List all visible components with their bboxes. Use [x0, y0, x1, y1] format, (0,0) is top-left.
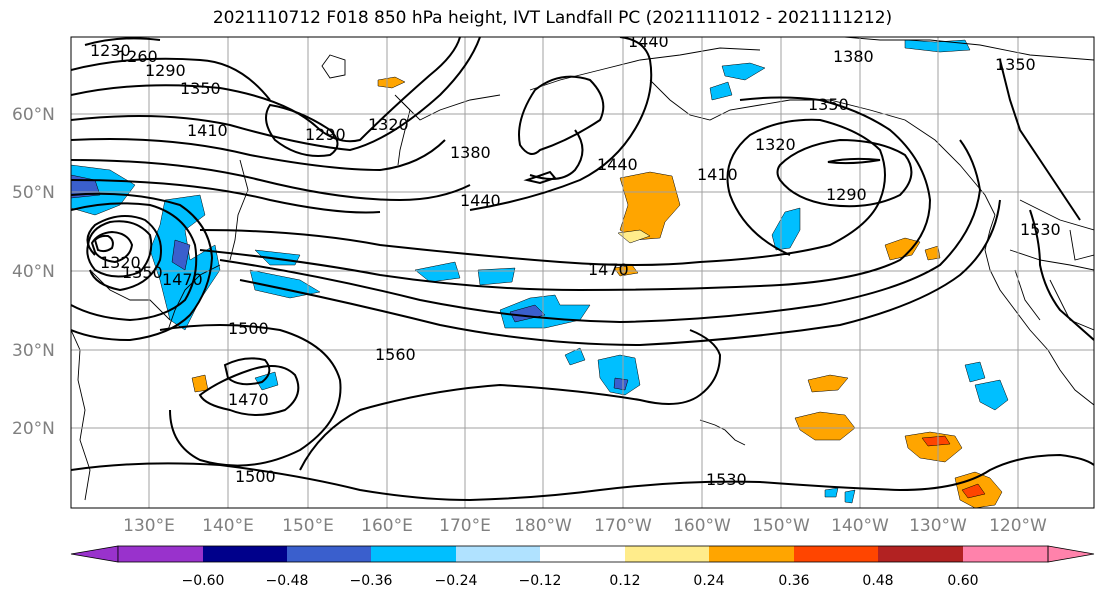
lon-label: 150°E	[282, 516, 334, 536]
height-contours	[71, 37, 1094, 502]
colorbar-segment	[70, 545, 119, 563]
contour-label: 1440	[628, 32, 669, 51]
contour-label: 1290	[826, 185, 867, 204]
contour-label: 1350	[995, 55, 1036, 74]
contour-label: 1380	[833, 47, 874, 66]
contour-label: 1350	[122, 263, 163, 282]
longitude-labels: 130°E 140°E 150°E 160°E 170°E 180°W 170°…	[123, 516, 1047, 536]
lon-label: 170°W	[594, 516, 652, 536]
colorbar-segment	[371, 546, 456, 562]
lat-label: 20°N	[12, 419, 55, 439]
contour-label: 1350	[180, 79, 221, 98]
colorbar-tick-label: 0.36	[778, 573, 809, 589]
colorbar-segment	[456, 546, 540, 562]
colorbar-segment	[540, 546, 625, 562]
lat-label: 30°N	[12, 341, 55, 361]
colorbar-segment	[287, 546, 371, 562]
map-frame	[70, 36, 1095, 509]
colorbar-segment	[118, 546, 203, 562]
contour-label: 1560	[375, 345, 416, 364]
lon-label: 180°W	[514, 516, 572, 536]
lon-label: 160°W	[673, 516, 731, 536]
lon-label: 130°E	[123, 516, 175, 536]
lon-label: 140°W	[831, 516, 889, 536]
contour-label: 1230	[90, 41, 131, 60]
colorbar-segment	[963, 546, 1048, 562]
contour-label: 1290	[145, 61, 186, 80]
contour-label: 1350	[808, 95, 849, 114]
contour-label: 1530	[706, 470, 747, 489]
contour-label: 1320	[100, 253, 141, 272]
colorbar: −0.60 −0.48 −0.36 −0.24 −0.12 0.12 0.24 …	[70, 545, 1095, 589]
lon-label: 120°W	[989, 516, 1047, 536]
lon-label: 140°E	[202, 516, 254, 536]
lat-label: 40°N	[12, 262, 55, 282]
contour-label: 1500	[235, 467, 276, 486]
colorbar-tick-label: −0.48	[266, 573, 309, 589]
colorbar-segment	[794, 546, 878, 562]
colorbar-tick-label: 0.60	[947, 573, 978, 589]
ivt-shading	[71, 39, 1009, 508]
colorbar-segment	[878, 546, 963, 562]
colorbar-tick-label: 0.12	[609, 573, 640, 589]
lat-label: 50°N	[12, 183, 55, 203]
colorbar-segment	[625, 546, 709, 562]
contour-label: 1320	[755, 135, 796, 154]
lon-label: 160°E	[361, 516, 413, 536]
contour-label: 1290	[305, 125, 346, 144]
lat-label: 60°N	[12, 105, 55, 125]
colorbar-segment	[709, 546, 794, 562]
contour-label: 1410	[697, 165, 738, 184]
colorbar-tick-label: 0.48	[862, 573, 893, 589]
colorbar-tick-label: −0.36	[350, 573, 393, 589]
latitude-labels: 60°N 50°N 40°N 30°N 20°N	[12, 105, 55, 439]
colorbar-tick-label: −0.60	[182, 573, 225, 589]
lon-label: 170°E	[439, 516, 491, 536]
colorbar-tick-label: −0.12	[519, 573, 562, 589]
contour-label: 1260	[117, 47, 158, 66]
contour-label: 1410	[187, 121, 228, 140]
contour-label: 1470	[162, 270, 203, 289]
contour-label: 1500	[228, 319, 269, 338]
colorbar-tick-label: 0.24	[693, 573, 724, 589]
contour-label: 1380	[450, 143, 491, 162]
contour-label: 1530	[1020, 220, 1061, 239]
contour-label: 1470	[588, 260, 629, 279]
contour-labels: 1230 1260 1290 1350 1410 1290 1320 1380 …	[90, 32, 1061, 489]
contour-label: 1440	[460, 191, 501, 210]
lon-label: 130°W	[909, 516, 967, 536]
colorbar-tick-label: −0.24	[435, 573, 478, 589]
colorbar-segment	[203, 546, 287, 562]
map-area: 1230 1260 1290 1350 1410 1290 1320 1380 …	[71, 32, 1094, 508]
contour-label: 1320	[368, 115, 409, 134]
lon-label: 150°W	[752, 516, 810, 536]
contour-label: 1470	[228, 390, 269, 409]
contour-label: 1440	[597, 155, 638, 174]
map-title: 2021110712 F018 850 hPa height, IVT Land…	[212, 8, 893, 28]
colorbar-segment	[1047, 545, 1095, 563]
